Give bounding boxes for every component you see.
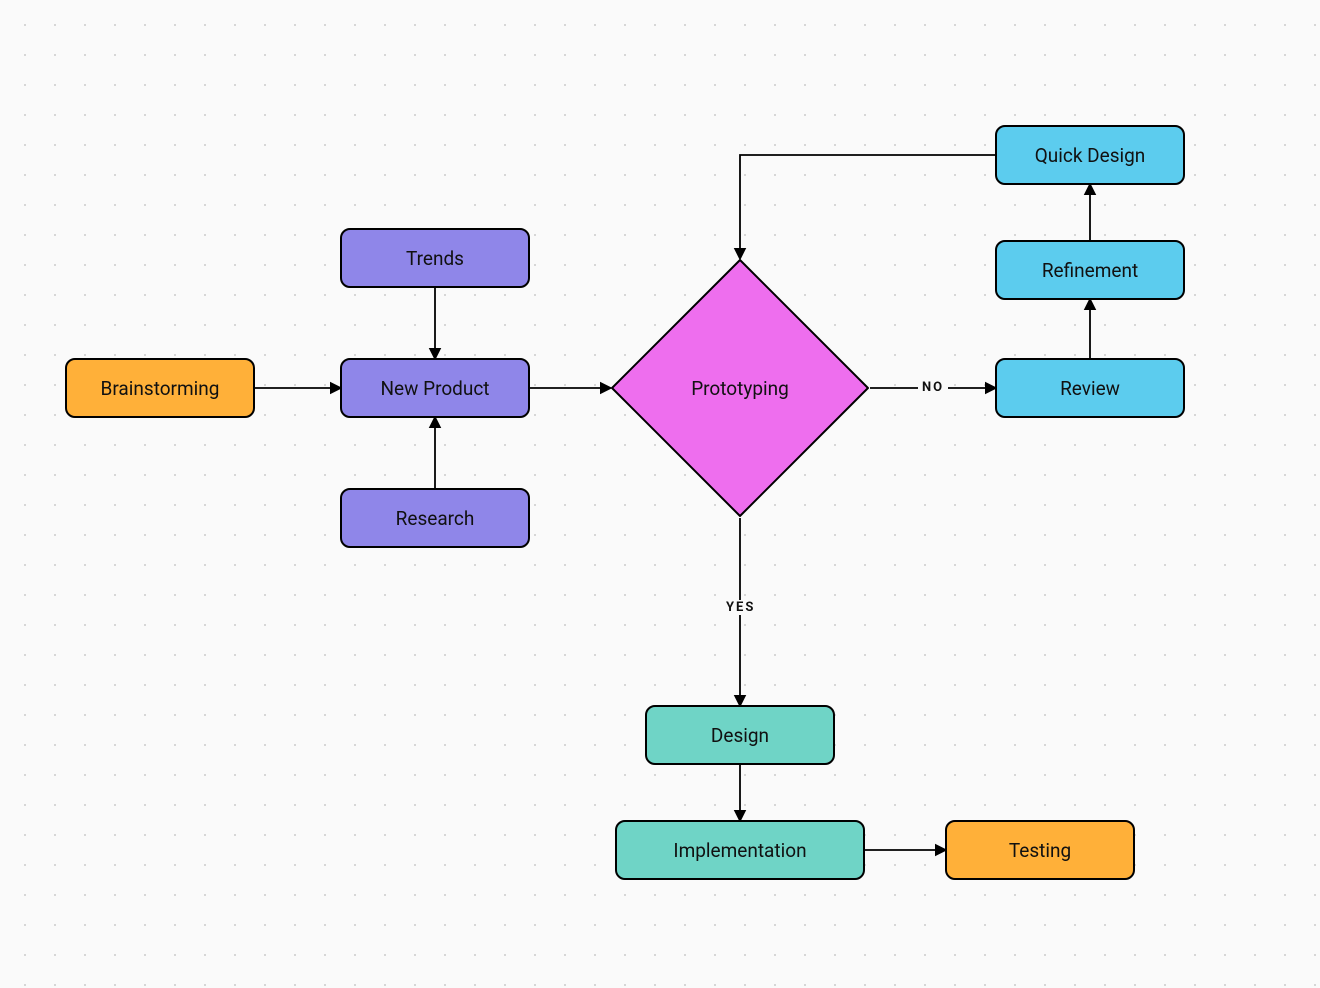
node-label-trends: Trends — [406, 247, 464, 270]
node-design: Design — [645, 705, 835, 765]
node-implementation: Implementation — [615, 820, 865, 880]
node-testing: Testing — [945, 820, 1135, 880]
node-research: Research — [340, 488, 530, 548]
node-label-prototyping: Prototyping — [691, 377, 789, 400]
node-prototyping: Prototyping — [610, 258, 870, 518]
node-quickdesign: Quick Design — [995, 125, 1185, 185]
node-label-design: Design — [711, 724, 769, 747]
node-label-quickdesign: Quick Design — [1035, 144, 1146, 167]
node-label-brainstorming: Brainstorming — [101, 377, 220, 400]
flowchart-canvas: { "diagram": { "type": "flowchart", "bac… — [0, 0, 1320, 988]
node-label-testing: Testing — [1009, 839, 1071, 862]
node-label-review: Review — [1060, 377, 1120, 400]
edge-label-prototyping-review: NO — [918, 380, 948, 395]
node-label-implementation: Implementation — [673, 839, 806, 862]
node-review: Review — [995, 358, 1185, 418]
node-label-refinement: Refinement — [1042, 259, 1138, 282]
node-label-newproduct: New Product — [380, 377, 489, 400]
node-newproduct: New Product — [340, 358, 530, 418]
node-label-research: Research — [396, 507, 475, 530]
edge-label-prototyping-design: YES — [722, 600, 759, 615]
node-brainstorming: Brainstorming — [65, 358, 255, 418]
node-refinement: Refinement — [995, 240, 1185, 300]
node-trends: Trends — [340, 228, 530, 288]
